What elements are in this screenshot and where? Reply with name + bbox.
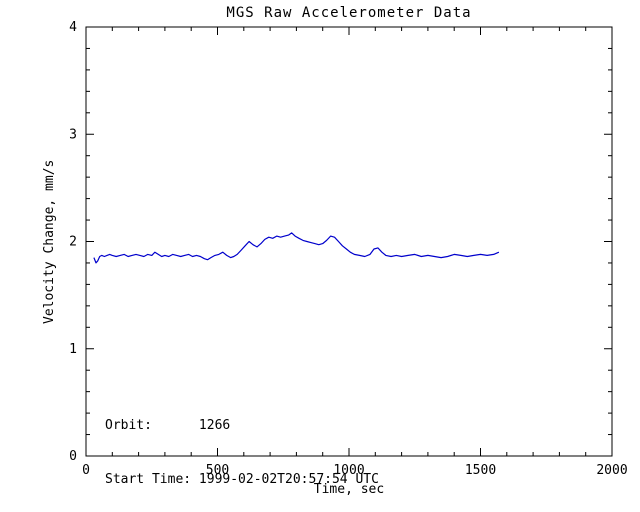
y-tick-label: 1 [69, 342, 77, 357]
x-tick-label: 0 [82, 463, 90, 478]
annotation-block: Orbit: 1266 Start Time: 1999-02-02T20:57… [105, 381, 379, 512]
annotation-start-time: Start Time: 1999-02-02T20:57:54 UTC [105, 472, 379, 487]
y-tick-label: 0 [69, 449, 77, 464]
x-tick-label: 2000 [596, 463, 627, 478]
x-tick-label: 1000 [333, 463, 364, 478]
data-line [93, 232, 500, 264]
chart-title: MGS Raw Accelerometer Data [226, 5, 472, 21]
x-axis-label: Time, sec [313, 482, 385, 497]
x-tick-label: 500 [206, 463, 229, 478]
y-tick-label: 4 [69, 20, 77, 35]
y-tick-label: 2 [69, 235, 77, 250]
annotation-orbit: Orbit: 1266 [105, 418, 231, 433]
y-axis-label: Velocity Change, mm/s [42, 159, 57, 324]
x-tick-label: 1500 [465, 463, 496, 478]
y-tick-label: 3 [69, 127, 77, 142]
